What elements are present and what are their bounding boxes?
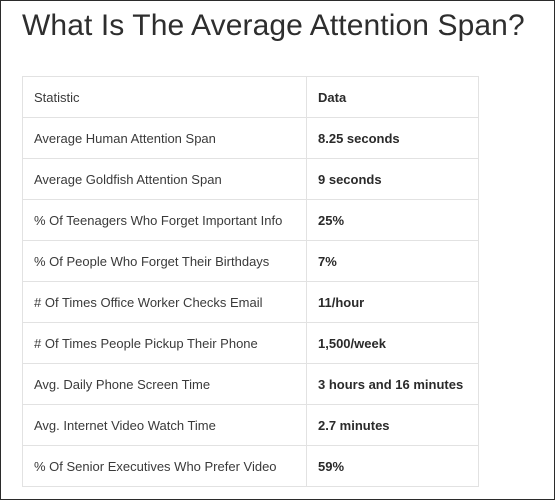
data-cell: 9 seconds [306,158,479,200]
table-row: % Of Teenagers Who Forget Important Info… [22,199,479,241]
table-row: # Of Times People Pickup Their Phone 1,5… [22,322,479,364]
statistic-cell: # Of Times People Pickup Their Phone [22,322,307,364]
data-cell: 7% [306,240,479,282]
table-row: Avg. Daily Phone Screen Time 3 hours and… [22,363,479,405]
statistic-cell: % Of People Who Forget Their Birthdays [22,240,307,282]
header-data: Data [306,76,479,118]
data-cell: 11/hour [306,281,479,323]
header-statistic: Statistic [22,76,307,118]
statistic-cell: % Of Teenagers Who Forget Important Info [22,199,307,241]
data-cell: 59% [306,445,479,487]
statistic-cell: # Of Times Office Worker Checks Email [22,281,307,323]
statistic-cell: Avg. Internet Video Watch Time [22,404,307,446]
table-row: % Of Senior Executives Who Prefer Video … [22,445,479,487]
table-row: Avg. Internet Video Watch Time 2.7 minut… [22,404,479,446]
data-cell: 3 hours and 16 minutes [306,363,479,405]
data-cell: 2.7 minutes [306,404,479,446]
table-row: Average Goldfish Attention Span 9 second… [22,158,479,200]
table-row: % Of People Who Forget Their Birthdays 7… [22,240,479,282]
data-cell: 1,500/week [306,322,479,364]
data-cell: 8.25 seconds [306,117,479,159]
data-cell: 25% [306,199,479,241]
page-title: What Is The Average Attention Span? [22,9,525,42]
table-header-row: Statistic Data [22,76,479,118]
statistic-cell: % Of Senior Executives Who Prefer Video [22,445,307,487]
statistic-cell: Average Human Attention Span [22,117,307,159]
statistics-table: Statistic Data Average Human Attention S… [22,76,479,487]
statistic-cell: Avg. Daily Phone Screen Time [22,363,307,405]
statistic-cell: Average Goldfish Attention Span [22,158,307,200]
table-row: Average Human Attention Span 8.25 second… [22,117,479,159]
table-row: # Of Times Office Worker Checks Email 11… [22,281,479,323]
